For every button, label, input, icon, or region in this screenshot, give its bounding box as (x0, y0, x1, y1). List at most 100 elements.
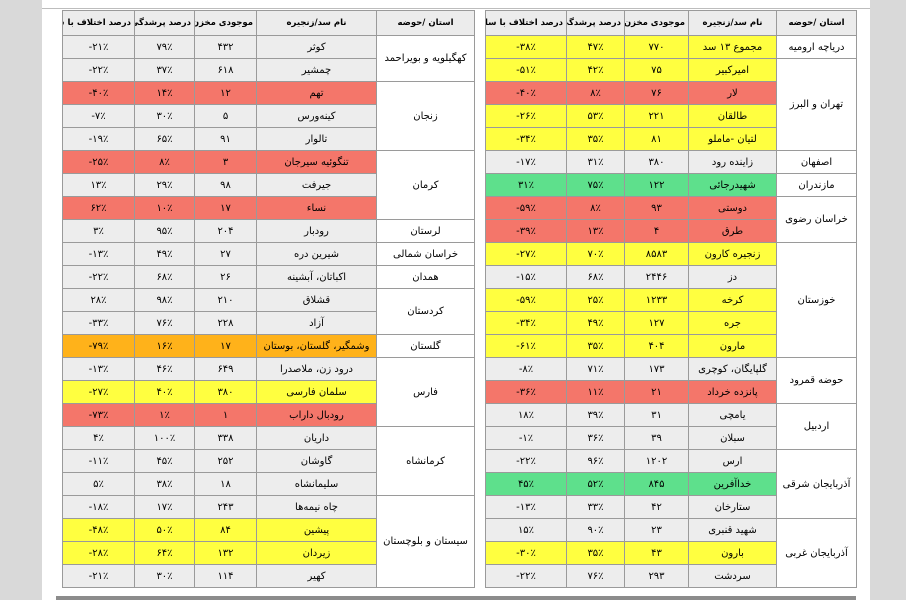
storage-cell: ۴۳ (624, 541, 689, 565)
storage-cell: ۱۷ (194, 196, 257, 220)
storage-cell: ۱۷ (194, 334, 257, 358)
province-cell: آذربایجان غربی (776, 518, 857, 588)
fill-percent-cell: ۴۹٪ (134, 242, 195, 266)
table-row: زنجان تهم ۱۲ ۱۴٪ -۴۰٪ (62, 81, 475, 151)
page-bottom-border (56, 596, 856, 600)
fill-percent-cell: ۹۰٪ (566, 518, 625, 542)
dam-name-cell: پانزده خرداد (688, 380, 777, 404)
storage-cell: ۳۸۰ (624, 150, 689, 174)
table-row: فارس درود زن، ملاصدرا ۶۴۹ ۴۶٪ -۱۳٪ (62, 357, 475, 427)
storage-cell: ۱۲۲ (624, 173, 689, 197)
table-row: خوزستان زنجیره کارون ۸۵۸۳ ۷۰٪ -۲۷٪ (485, 242, 857, 358)
dam-name-cell: کرخه (688, 288, 777, 312)
province-cell: همدان (376, 265, 475, 289)
dam-name-cell: امیرکبیر (688, 58, 777, 82)
table-row: مارون ۴۰۴ ۳۵٪ -۶۱٪ (485, 334, 857, 358)
dam-name-cell: تالوار (256, 127, 377, 151)
yoy-diff-cell: ۳٪ (62, 219, 135, 243)
fill-percent-cell: ۳۵٪ (566, 541, 625, 565)
fill-percent-cell: ۱۱٪ (566, 380, 625, 404)
province-cell: کهگیلویه و بویراحمد (376, 35, 475, 82)
fill-percent-cell: ۱۰۰٪ (134, 426, 195, 450)
fill-percent-cell: ۴۷٪ (566, 35, 625, 59)
dam-name-cell: نساء (256, 196, 377, 220)
fill-percent-cell: ۱۰٪ (134, 196, 195, 220)
dam-name-cell: شیرین دره (256, 242, 377, 266)
table-row: کردستان قشلاق ۲۱۰ ۹۸٪ ۲۸٪ (62, 288, 475, 335)
table-row: سبلان ۳۹ ۳۶٪ -۱٪ (485, 426, 857, 450)
fill-percent-cell: ۴۵٪ (134, 449, 195, 473)
storage-cell: ۷۶ (624, 81, 689, 105)
storage-cell: ۲۹۳ (624, 564, 689, 588)
yoy-diff-cell: -۱۳٪ (62, 357, 135, 381)
fill-percent-cell: ۴۹٪ (566, 311, 625, 335)
table-row: نساء ۱۷ ۱۰٪ ۶۲٪ (62, 196, 475, 220)
fill-percent-cell: ۹۸٪ (134, 288, 195, 312)
dam-name-cell: کوثر (256, 35, 377, 59)
fill-percent-cell: ۳۳٪ (566, 495, 625, 519)
dam-name-cell: طالقان (688, 104, 777, 128)
table-header-row: استان /حوضه نام سد/زنجیره موجودی مخزن در… (485, 10, 857, 36)
table-row: دز ۲۴۴۶ ۶۸٪ -۱۵٪ (485, 265, 857, 289)
province-cell: دریاچه ارومیه (776, 35, 857, 59)
dam-name-cell: تنگوئیه سیرجان (256, 150, 377, 174)
storage-cell: ۷۵ (624, 58, 689, 82)
yoy-diff-cell: -۶۱٪ (485, 334, 567, 358)
yoy-diff-cell: -۱۳٪ (62, 242, 135, 266)
storage-cell: ۹۳ (624, 196, 689, 220)
right-margin (870, 0, 906, 600)
header-fill-percent: درصد پرشدگی (566, 10, 625, 36)
table-row: رودبال داراب ۱ ۱٪ -۷۳٪ (62, 403, 475, 427)
province-cell: کرمانشاه (376, 426, 475, 496)
province-cell: کرمان (376, 150, 475, 220)
yoy-diff-cell: -۲۲٪ (485, 449, 567, 473)
yoy-diff-cell: -۲۸٪ (62, 541, 135, 565)
province-cell: تهران و البرز (776, 58, 857, 151)
table-row: سیستان و بلوچستان چاه نیمه‌ها ۲۴۳ ۱۷٪ -۱۸٪ (62, 495, 475, 588)
table-row: سلیمانشاه ۱۸ ۳۸٪ ۵٪ (62, 472, 475, 496)
fill-percent-cell: ۷۶٪ (134, 311, 195, 335)
storage-cell: ۱ (194, 403, 257, 427)
storage-cell: ۲۶ (194, 265, 257, 289)
table-row: آزاد ۲۲۸ ۷۶٪ -۳۳٪ (62, 311, 475, 335)
dam-name-cell: تهم (256, 81, 377, 105)
dam-name-cell: پیشین (256, 518, 377, 542)
yoy-diff-cell: -۵۹٪ (485, 288, 567, 312)
dam-name-cell: مارون (688, 334, 777, 358)
table-row: سردشت ۲۹۳ ۷۶٪ -۲۲٪ (485, 564, 857, 588)
table-row: جره ۱۲۷ ۴۹٪ -۳۴٪ (485, 311, 857, 335)
dam-name-cell: ارس (688, 449, 777, 473)
table-row: مازندران شهیدرجائی ۱۲۲ ۷۵٪ ۳۱٪ (485, 173, 857, 197)
fill-percent-cell: ۶۵٪ (134, 127, 195, 151)
storage-cell: ۱۷۳ (624, 357, 689, 381)
dam-name-cell: مجموع ۱۳ سد (688, 35, 777, 59)
table-row: همدان اکباتان، آبشینه ۲۶ ۶۸٪ -۲۲٪ (62, 265, 475, 289)
fill-percent-cell: ۷۰٪ (566, 242, 625, 266)
yoy-diff-cell: ۲۸٪ (62, 288, 135, 312)
table-row: تهران و البرز امیرکبیر ۷۵ ۴۲٪ -۵۱٪ (485, 58, 857, 151)
province-cell: زنجان (376, 81, 475, 151)
yoy-diff-cell: -۳۳٪ (62, 311, 135, 335)
fill-percent-cell: ۳۶٪ (566, 426, 625, 450)
table-row: کرمانشاه داریان ۳۳۸ ۱۰۰٪ ۴٪ (62, 426, 475, 496)
fill-percent-cell: ۳۷٪ (134, 58, 195, 82)
yoy-diff-cell: -۷۳٪ (62, 403, 135, 427)
header-dam-name: نام سد/زنجیره (688, 10, 777, 36)
fill-percent-cell: ۳۵٪ (566, 127, 625, 151)
yoy-diff-cell: -۳۸٪ (485, 35, 567, 59)
fill-percent-cell: ۲۵٪ (566, 288, 625, 312)
dam-name-cell: کهیر (256, 564, 377, 588)
storage-cell: ۴۲ (624, 495, 689, 519)
province-cell: گلستان (376, 334, 475, 358)
dam-name-cell: وشمگیر، گلستان، بوستان (256, 334, 377, 358)
table-row: خراسان رضوی دوستی ۹۳ ۸٪ -۵۹٪ (485, 196, 857, 243)
yoy-diff-cell: ۱۵٪ (485, 518, 567, 542)
dam-name-cell: گلپایگان، کوچری (688, 357, 777, 381)
yoy-diff-cell: -۱۵٪ (485, 265, 567, 289)
table-row: جیرفت ۹۸ ۲۹٪ ۱۳٪ (62, 173, 475, 197)
table-row: زیردان ۱۳۲ ۶۴٪ -۲۸٪ (62, 541, 475, 565)
table-row: چمشیر ۶۱۸ ۳۷٪ -۲۲٪ (62, 58, 475, 82)
storage-cell: ۱۲۰۲ (624, 449, 689, 473)
yoy-diff-cell: -۱۷٪ (485, 150, 567, 174)
yoy-diff-cell: -۸٪ (485, 357, 567, 381)
